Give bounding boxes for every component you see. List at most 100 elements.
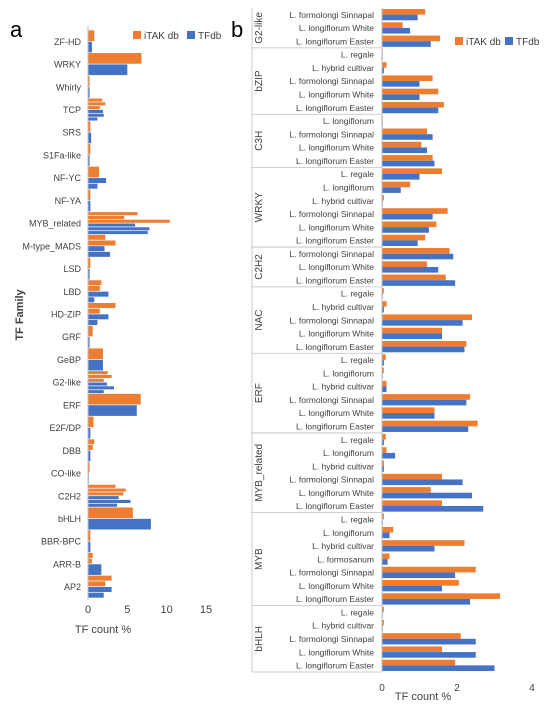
species-label: L. longiflorum Easter <box>296 275 374 285</box>
species-label: L. longiflorum Easter <box>296 422 374 432</box>
bar-a-bhlh-itak <box>88 507 133 519</box>
panel-b-letter: b <box>231 17 243 42</box>
group-label-nac: NAC <box>254 310 265 331</box>
species-label: L. hybrid cultivar <box>312 541 374 551</box>
bar-a-bbr-bpc-itak <box>88 530 91 541</box>
bar-b-tfdb <box>382 452 396 459</box>
bar-a-zf-hd-tfdb <box>88 41 92 53</box>
bar-b-itak <box>382 433 386 440</box>
bar-a-bhlh-tfdb <box>88 518 151 530</box>
bar-a-c2h2-itak <box>88 484 116 488</box>
species-label: L. longiflorum White <box>299 581 374 591</box>
bar-a-myb-related-itak <box>88 219 170 223</box>
species-label: L. longiflorum White <box>299 647 374 657</box>
bar-b-itak <box>382 62 387 68</box>
species-label: L. hybrid cultivar <box>312 63 374 73</box>
bar-b-tfdb <box>382 598 471 605</box>
bar-a-m-type-mads-itak <box>88 240 116 246</box>
family-label: DBB <box>62 446 81 456</box>
bar-b-itak <box>382 593 501 599</box>
x-tick-b: 4 <box>529 683 535 694</box>
bar-b-itak <box>382 487 431 493</box>
x-axis-label-b: TF count % <box>395 691 451 703</box>
bar-b-tfdb <box>382 27 411 34</box>
species-label: L. longiflorum Easter <box>296 156 374 166</box>
family-label: LBD <box>63 287 81 297</box>
bar-b-itak <box>382 500 442 506</box>
y-axis-label-a: TF Family <box>14 288 26 340</box>
species-label: L. hybrid cultivar <box>312 621 374 631</box>
bar-a-myb-related-tfdb <box>88 227 150 231</box>
bar-a-nf-yc-tfdb <box>88 183 98 189</box>
bar-a-whirly-tfdb <box>88 87 90 98</box>
bar-b-tfdb <box>382 253 454 260</box>
family-label: bHLH <box>58 514 81 524</box>
bar-b-itak <box>382 473 442 480</box>
bar-a-gebp-tfdb <box>88 359 103 371</box>
x-axis-label-a: TF count % <box>75 624 131 636</box>
bar-a-lsd-itak <box>88 257 91 269</box>
species-label: L. longiflorum White <box>299 23 374 33</box>
legend-b-itak-label: iTAK db <box>466 37 501 48</box>
species-label: L. longiflorum White <box>299 488 374 498</box>
bar-a-nf-yc-tfdb <box>88 178 107 184</box>
species-label: L. regale <box>341 514 374 524</box>
bar-b-itak <box>382 327 442 334</box>
bar-b-itak <box>382 619 384 626</box>
bar-b-tfdb <box>382 413 435 419</box>
bar-a-e2f-dp-itak <box>88 416 94 428</box>
bar-b-tfdb <box>382 346 465 353</box>
bar-a-tcp-tfdb <box>88 109 103 113</box>
bar-b-tfdb <box>382 545 435 552</box>
bar-b-itak <box>382 208 448 214</box>
bar-b-tfdb <box>382 107 439 114</box>
bar-a-wrky-itak <box>88 53 142 64</box>
bar-a-m-type-mads-tfdb <box>88 246 105 252</box>
family-label: ZF-HD <box>54 37 81 47</box>
bar-a-s1fa-like-tfdb <box>88 155 90 166</box>
group-label-bzip: bZIP <box>254 70 265 91</box>
bar-b-tfdb <box>382 147 427 154</box>
bar-a-grf-itak <box>88 325 93 337</box>
bar-b-itak <box>382 75 433 82</box>
bar-a-c2h2-tfdb <box>88 496 119 500</box>
bar-b-itak <box>382 526 394 533</box>
x-tick-a: 10 <box>161 604 173 616</box>
x-tick-a: 0 <box>85 604 91 616</box>
bar-b-tfdb <box>382 94 420 100</box>
bar-b-itak <box>382 407 435 414</box>
bar-b-itak <box>382 261 427 267</box>
bar-a-g2-like-itak <box>88 371 108 375</box>
bar-a-m-type-mads-itak <box>88 234 106 240</box>
bar-b-tfdb <box>382 81 420 87</box>
bar-a-hd-zip-tfdb <box>88 314 109 320</box>
bar-a-tcp-itak <box>88 102 106 106</box>
bar-b-tfdb <box>382 359 384 366</box>
bar-b-tfdb <box>382 665 495 671</box>
bar-b-itak <box>382 22 403 28</box>
species-label: L. formolongi Sinnapal <box>289 315 374 325</box>
bar-b-tfdb <box>382 532 390 539</box>
species-label: L. regale <box>341 50 374 60</box>
bar-b-tfdb <box>382 227 429 233</box>
bar-b-itak <box>382 194 384 201</box>
species-label: L. longiflorum White <box>299 262 374 272</box>
species-label: L. formosanum <box>317 554 374 564</box>
family-label: NF-YC <box>54 173 82 183</box>
species-label: L. hybrid cultivar <box>312 196 374 206</box>
bar-a-e2f-dp-tfdb <box>88 427 91 439</box>
bar-b-itak <box>382 580 459 586</box>
family-label: SRS <box>62 128 81 138</box>
bar-b-tfdb <box>382 266 439 273</box>
family-label: G2-like <box>52 378 81 388</box>
group-label-myb: MYB <box>254 548 265 570</box>
bar-a-c2h2-itak <box>88 492 124 496</box>
bar-b-itak <box>382 155 433 161</box>
bar-a-s1fa-like-itak <box>88 143 91 155</box>
species-label: L. formolongi Sinnapal <box>289 634 374 644</box>
bar-b-itak <box>382 394 471 400</box>
family-label: WRKY <box>54 60 81 70</box>
bar-b-tfdb <box>382 426 469 432</box>
bar-b-itak <box>382 314 472 321</box>
species-label: L. regale <box>341 355 374 365</box>
